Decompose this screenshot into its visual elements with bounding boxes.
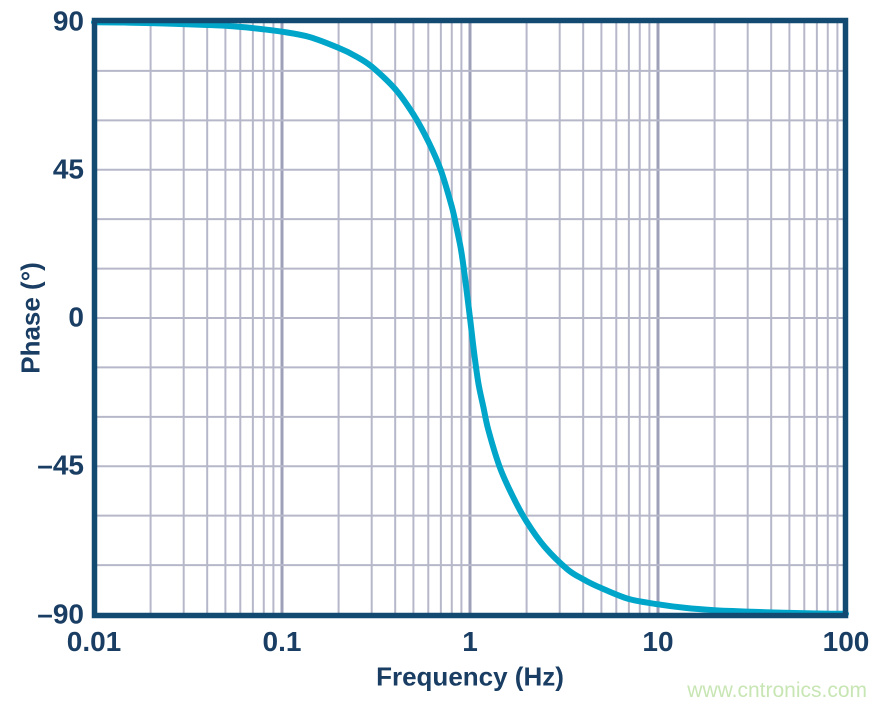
y-axis-title: Phase (°) (15, 262, 46, 374)
x-tick-label: 0.1 (262, 626, 302, 657)
watermark: www.cntronics.com (687, 679, 867, 702)
horizontal-grid-lines (94, 69, 846, 567)
y-tick-label: 0 (68, 301, 84, 333)
y-tick-label: 90 (52, 4, 84, 36)
x-tick-label: 10 (642, 626, 674, 657)
plot-frame (91, 17, 849, 619)
x-axis-title: Frequency (Hz) (376, 661, 564, 692)
x-tick-label: 1 (462, 626, 478, 657)
phase-curve (91, 19, 849, 617)
y-tick-label: –45 (37, 449, 84, 481)
y-tick-label: 45 (52, 153, 84, 185)
y-tick-label: –90 (37, 597, 84, 629)
x-tick-label: 0.01 (66, 626, 122, 657)
x-tick-label: 100 (822, 626, 870, 657)
